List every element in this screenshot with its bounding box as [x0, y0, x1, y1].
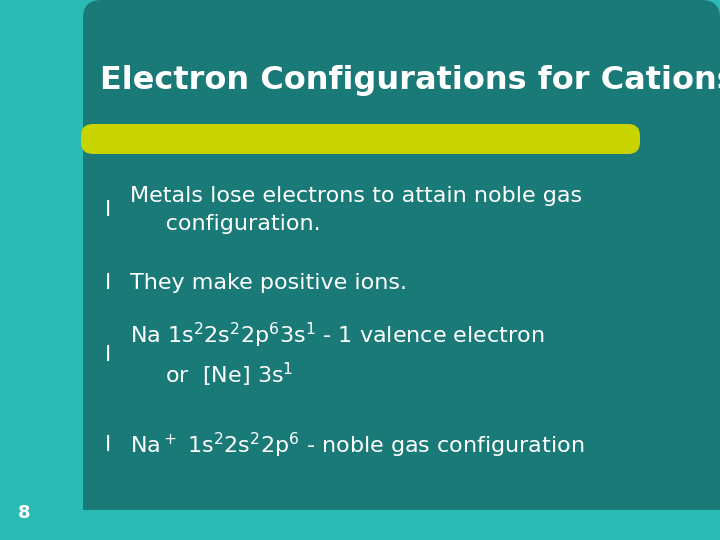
Text: Electron Configurations for Cations: Electron Configurations for Cations: [100, 64, 720, 96]
FancyBboxPatch shape: [83, 0, 720, 510]
Text: They make positive ions.: They make positive ions.: [130, 273, 407, 293]
Text: l: l: [105, 345, 111, 365]
Text: Metals lose electrons to attain noble gas
     configuration.: Metals lose electrons to attain noble ga…: [130, 186, 582, 234]
FancyBboxPatch shape: [81, 124, 640, 154]
Text: l: l: [105, 200, 111, 220]
Text: Na$^+$ 1s$^2$2s$^2$2p$^6$ - noble gas configuration: Na$^+$ 1s$^2$2s$^2$2p$^6$ - noble gas co…: [130, 430, 585, 460]
Text: l: l: [105, 273, 111, 293]
Bar: [0, 0, 83, 140]
Text: 8: 8: [18, 504, 31, 522]
Text: l: l: [105, 435, 111, 455]
Text: Na 1s$^2$2s$^2$2p$^6$3s$^1$ - 1 valence electron
     or  [Ne] 3s$^1$: Na 1s$^2$2s$^2$2p$^6$3s$^1$ - 1 valence …: [130, 321, 544, 389]
Bar: [83, 255, 720, 510]
